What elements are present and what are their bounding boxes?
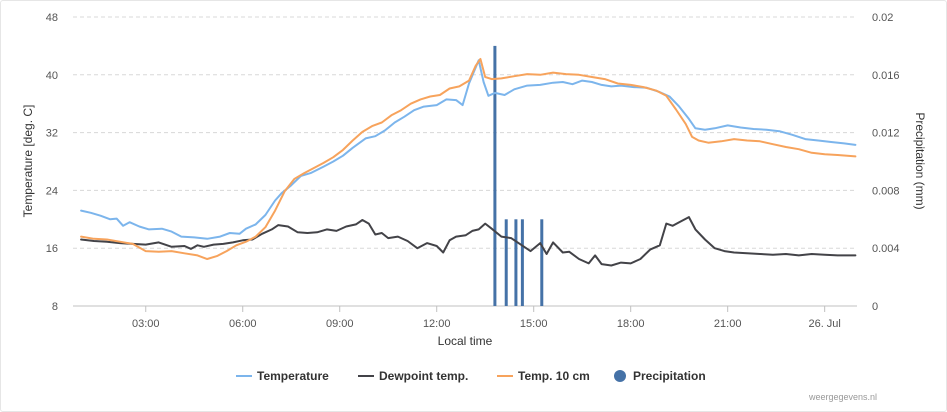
x-tick-label: 18:00 (617, 318, 645, 330)
x-tick-label: 06:00 (229, 318, 257, 330)
x-axis-ticks (145, 306, 826, 312)
y-left-tick-label: 8 (52, 301, 58, 313)
y-right-tick-label: 0.02 (872, 12, 893, 24)
grid-lines (73, 16, 857, 307)
y-axis-right-title: Precipitation (mm) (913, 112, 927, 209)
legend-symbol (614, 370, 626, 382)
y-axis-right-labels: 0 0.004 0.008 0.012 0.016 0.02 (872, 12, 900, 313)
legend-label: Dewpoint temp. (379, 369, 468, 383)
y-axis-left-labels: 8 16 24 32 40 48 (46, 12, 58, 313)
x-axis-title: Local time (438, 334, 493, 348)
x-tick-label: 03:00 (132, 318, 160, 330)
y-right-tick-label: 0.008 (872, 185, 900, 197)
x-tick-label: 09:00 (326, 318, 354, 330)
legend-label: Temperature (257, 369, 329, 383)
legend-item[interactable]: Temp. 10 cm (497, 369, 590, 383)
precipitation-bar (520, 219, 524, 306)
precipitation-bar (493, 45, 497, 307)
legend-item[interactable]: Dewpoint temp. (358, 369, 468, 383)
y-left-tick-label: 40 (46, 70, 58, 82)
precipitation-bar (504, 219, 508, 306)
y-right-tick-label: 0.016 (872, 70, 900, 82)
y-right-tick-label: 0.012 (872, 128, 900, 140)
dewpoint-temp-line (80, 216, 857, 267)
y-right-tick-label: 0 (872, 301, 878, 313)
y-left-tick-label: 16 (46, 243, 58, 255)
x-tick-label: 26. Jul (808, 318, 840, 330)
y-right-tick-label: 0.004 (872, 243, 900, 255)
x-tick-label: 12:00 (423, 318, 451, 330)
legend-label: Temp. 10 cm (518, 369, 590, 383)
y-left-tick-label: 32 (46, 128, 58, 140)
temp-10-cm-line (80, 57, 857, 260)
credit-text[interactable]: weergegevens.nl (808, 392, 877, 402)
legend: Temperature Dewpoint temp. Temp. 10 cm Prec… (236, 369, 706, 383)
y-left-tick-label: 24 (46, 185, 58, 197)
x-tick-label: 21:00 (714, 318, 742, 330)
precipitation-bar (540, 219, 544, 306)
precipitation-columns (493, 45, 544, 307)
legend-label: Precipitation (633, 369, 706, 383)
y-axis-left-title: Temperature [deg. C] (21, 105, 35, 218)
x-axis-labels: 03:00 06:00 09:00 12:00 15:00 18:00 21:00 26. J… (132, 318, 841, 330)
legend-item[interactable]: Precipitation (614, 369, 706, 383)
y-left-tick-label: 48 (46, 12, 58, 24)
x-tick-label: 15:00 (520, 318, 548, 330)
precipitation-bar (514, 219, 518, 306)
legend-item[interactable]: Temperature (236, 369, 329, 383)
temperature-line (80, 59, 857, 240)
series-lines (80, 57, 857, 267)
